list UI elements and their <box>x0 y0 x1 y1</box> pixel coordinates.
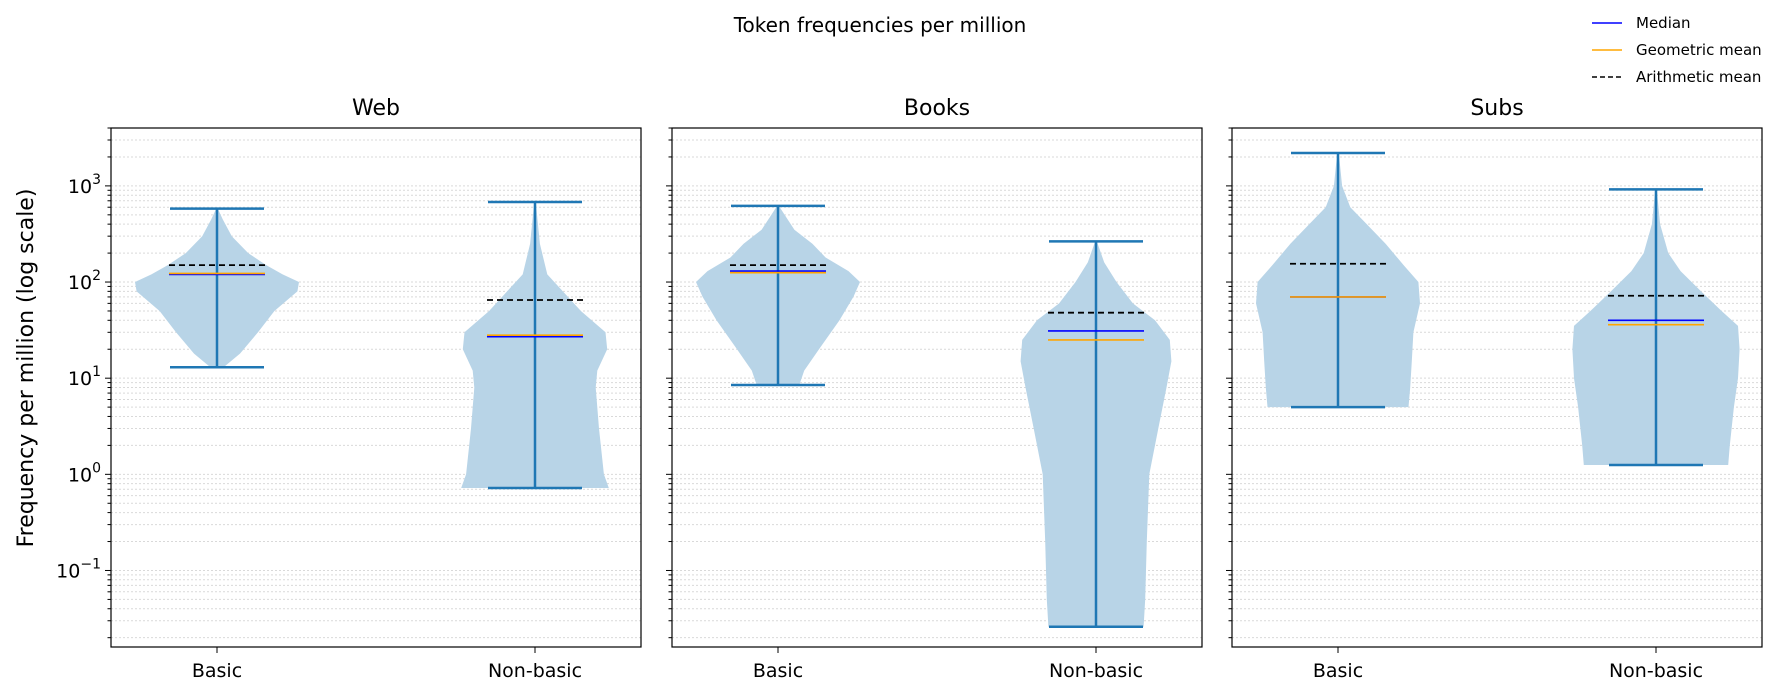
y-axis-label: Frequency per million (log scale) <box>14 189 39 548</box>
y-tick-label: 100 <box>68 460 101 486</box>
legend-entry: Geometric mean <box>1592 41 1762 59</box>
x-tick-label: Non-basic <box>1609 660 1703 682</box>
y-tick-exponent: 1 <box>92 364 101 380</box>
x-tick-label: Basic <box>1313 660 1363 682</box>
y-tick-base: 10 <box>68 368 92 390</box>
y-tick-exponent: 0 <box>92 460 101 476</box>
y-tick-label: 101 <box>68 364 101 390</box>
y-ticks <box>666 127 672 639</box>
y-tick-exponent: 2 <box>92 268 101 284</box>
y-tick-label: 102 <box>68 268 101 294</box>
x-tick-label: Non-basic <box>1049 660 1143 682</box>
panel-books: Books Basic Non-basic <box>666 96 1203 682</box>
y-tick-base: 10 <box>56 560 80 582</box>
panel-title: Books <box>904 96 970 121</box>
y-tick-base: 10 <box>68 176 92 198</box>
legend-label: Arithmetic mean <box>1636 68 1761 86</box>
y-tick-base: 10 <box>68 272 92 294</box>
figure-title: Token frequencies per million <box>733 13 1027 37</box>
violin-basic: Basic <box>135 207 299 682</box>
x-tick-label: Basic <box>753 660 803 682</box>
legend: Median Geometric mean Arithmetic mean <box>1592 14 1762 86</box>
y-tick-base: 10 <box>68 464 92 486</box>
x-tick-label: Non-basic <box>488 660 582 682</box>
y-tick-label: 10−1 <box>56 556 101 582</box>
violin-non-basic: Non-basic <box>1572 188 1740 682</box>
legend-entry: Median <box>1592 14 1691 32</box>
x-tick-label: Basic <box>192 660 242 682</box>
legend-label: Geometric mean <box>1636 41 1762 59</box>
panel-title: Web <box>352 96 400 121</box>
y-ticks <box>1226 127 1232 639</box>
y-tick-exponent: −1 <box>80 556 101 572</box>
y-tick-label: 103 <box>68 172 101 198</box>
panel-subs: Subs Basic Non-basic <box>1226 96 1763 682</box>
violin-basic: Basic <box>1256 151 1420 682</box>
legend-label: Median <box>1636 14 1691 32</box>
violin-basic: Basic <box>696 204 860 682</box>
legend-entry: Arithmetic mean <box>1592 68 1761 86</box>
violin-non-basic: Non-basic <box>1020 240 1172 682</box>
panel-title: Subs <box>1470 96 1523 121</box>
violin-non-basic: Non-basic <box>461 200 609 682</box>
y-tick-exponent: 3 <box>92 172 101 188</box>
